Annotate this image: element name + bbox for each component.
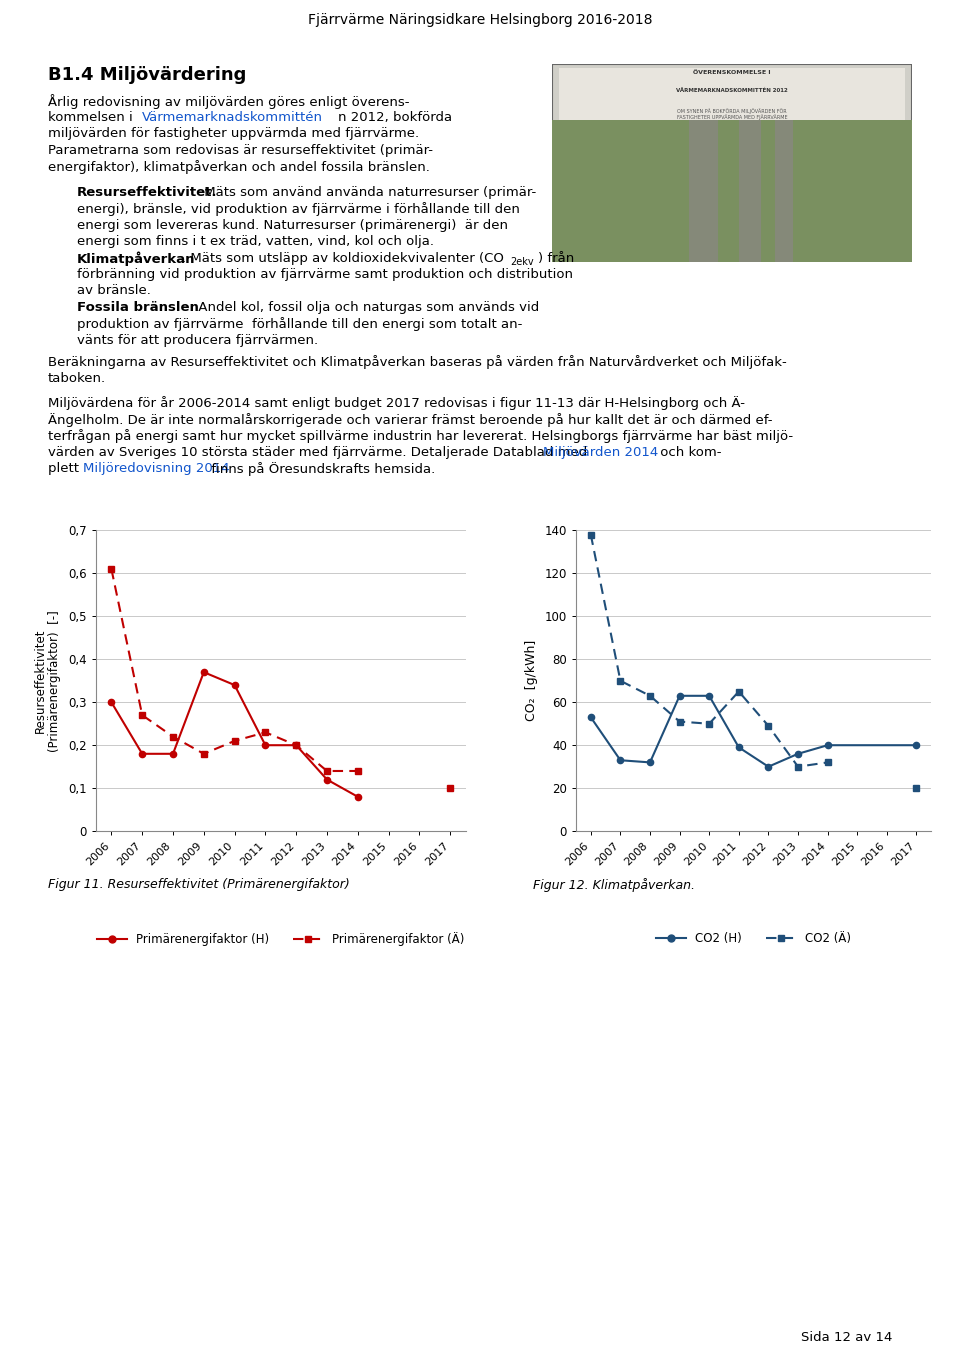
Bar bbox=[776, 120, 793, 262]
Text: OM SYNEN PÅ BOKFÖRDA MILJÖVÄRDEN FÖR
FASTIGHETER UPPVÄRMDA MED FJÄRRVÄRME: OM SYNEN PÅ BOKFÖRDA MILJÖVÄRDEN FÖR FAS… bbox=[677, 108, 787, 120]
Bar bbox=[688, 120, 717, 262]
Text: Sida 12 av 14: Sida 12 av 14 bbox=[802, 1331, 893, 1345]
Text: . Andel kol, fossil olja och naturgas som används vid: . Andel kol, fossil olja och naturgas so… bbox=[190, 301, 540, 314]
Text: av bränsle.: av bränsle. bbox=[77, 284, 151, 298]
Bar bbox=[552, 120, 912, 262]
Text: Figur 12. Klimatpåverkan.: Figur 12. Klimatpåverkan. bbox=[533, 878, 695, 891]
Text: energi), bränsle, vid produktion av fjärrvärme i förhållande till den: energi), bränsle, vid produktion av fjär… bbox=[77, 202, 519, 216]
Text: kommelsen i: kommelsen i bbox=[48, 111, 137, 124]
Text: taboken.: taboken. bbox=[48, 372, 107, 385]
FancyBboxPatch shape bbox=[552, 64, 912, 262]
Text: plett: plett bbox=[48, 462, 84, 476]
Text: Fjärrvärme Näringsidkare Helsingborg 2016-2018: Fjärrvärme Näringsidkare Helsingborg 201… bbox=[308, 14, 652, 27]
Text: Årlig redovisning av miljövärden göres enligt överens-: Årlig redovisning av miljövärden göres e… bbox=[48, 94, 410, 109]
Legend: Primärenergifaktor (H), Primärenergifaktor (Ä): Primärenergifaktor (H), Primärenergifakt… bbox=[92, 927, 469, 950]
Text: Mäts som använd använda naturresurser (primär-: Mäts som använd använda naturresurser (p… bbox=[200, 186, 536, 200]
Text: Fossila bränslen: Fossila bränslen bbox=[77, 301, 199, 314]
Text: produktion av fjärrvärme  förhållande till den energi som totalt an-: produktion av fjärrvärme förhållande til… bbox=[77, 317, 522, 331]
Text: finns på Öresundskrafts hemsida.: finns på Öresundskrafts hemsida. bbox=[207, 462, 436, 476]
FancyBboxPatch shape bbox=[559, 68, 904, 120]
Text: . Mäts som utsläpp av koldioxidekvivalenter (CO: . Mäts som utsläpp av koldioxidekvivalen… bbox=[182, 252, 504, 265]
Text: VÄRMEMARKNADSKOMMITTÉN 2012: VÄRMEMARKNADSKOMMITTÉN 2012 bbox=[676, 87, 788, 93]
Text: energifaktor), klimatpåverkan och andel fossila bränslen.: energifaktor), klimatpåverkan och andel … bbox=[48, 160, 430, 174]
Text: Ängelholm. De är inte normalårskorrigerade och varierar främst beroende på hur k: Ängelholm. De är inte normalårskorrigera… bbox=[48, 413, 773, 427]
Text: Miljöredovisning 2014: Miljöredovisning 2014 bbox=[83, 462, 229, 476]
Text: 2ekv: 2ekv bbox=[511, 257, 535, 267]
Text: B1.4 Miljövärdering: B1.4 Miljövärdering bbox=[48, 66, 247, 83]
Text: vänts för att producera fjärrvärmen.: vänts för att producera fjärrvärmen. bbox=[77, 334, 318, 347]
Y-axis label: Resurseffektivitet
(Primärenergifaktor)  [-]: Resurseffektivitet (Primärenergifaktor) … bbox=[34, 610, 61, 752]
Text: Figur 11. Resurseffektivitet (Primärenergifaktor): Figur 11. Resurseffektivitet (Primärener… bbox=[48, 878, 349, 891]
Text: energi som finns i t ex träd, vatten, vind, kol och olja.: energi som finns i t ex träd, vatten, vi… bbox=[77, 235, 434, 249]
Y-axis label: CO₂  [g/kWh]: CO₂ [g/kWh] bbox=[525, 640, 538, 722]
Text: Miljövärdena för år 2006-2014 samt enligt budget 2017 redovisas i figur 11-13 dä: Miljövärdena för år 2006-2014 samt enlig… bbox=[48, 396, 745, 410]
Text: Klimatpåverkan: Klimatpåverkan bbox=[77, 252, 195, 267]
Text: n 2012, bokförda: n 2012, bokförda bbox=[338, 111, 452, 124]
Text: terfrågan på energi samt hur mycket spillvärme industrin har levererat. Helsingb: terfrågan på energi samt hur mycket spil… bbox=[48, 429, 793, 443]
Text: och kom-: och kom- bbox=[656, 446, 721, 459]
Bar bbox=[739, 120, 761, 262]
Text: värden av Sveriges 10 största städer med fjärrvärme. Detaljerade Datablad med: värden av Sveriges 10 största städer med… bbox=[48, 446, 591, 459]
Text: ) från: ) från bbox=[538, 252, 574, 265]
Text: miljövärden för fastigheter uppvärmda med fjärrvärme.: miljövärden för fastigheter uppvärmda me… bbox=[48, 127, 420, 141]
Text: Beräkningarna av Resurseffektivitet och Klimatpåverkan baseras på värden från Na: Beräkningarna av Resurseffektivitet och … bbox=[48, 355, 787, 369]
Text: Parametrarna som redovisas är resurseffektivitet (primär-: Parametrarna som redovisas är resurseffe… bbox=[48, 144, 433, 157]
Text: ÖVERENSKOMMELSE I: ÖVERENSKOMMELSE I bbox=[693, 70, 771, 75]
Text: Resurseffektivitet.: Resurseffektivitet. bbox=[77, 186, 217, 200]
Text: Värmemarknadskommittén: Värmemarknadskommittén bbox=[142, 111, 324, 124]
Text: förbränning vid produktion av fjärrvärme samt produktion och distribution: förbränning vid produktion av fjärrvärme… bbox=[77, 268, 573, 282]
Text: energi som levereras kund. Naturresurser (primärenergi)  är den: energi som levereras kund. Naturresurser… bbox=[77, 219, 508, 232]
Text: Miljövärden 2014: Miljövärden 2014 bbox=[543, 446, 659, 459]
Legend: CO2 (H), CO2 (Ä): CO2 (H), CO2 (Ä) bbox=[652, 927, 855, 950]
